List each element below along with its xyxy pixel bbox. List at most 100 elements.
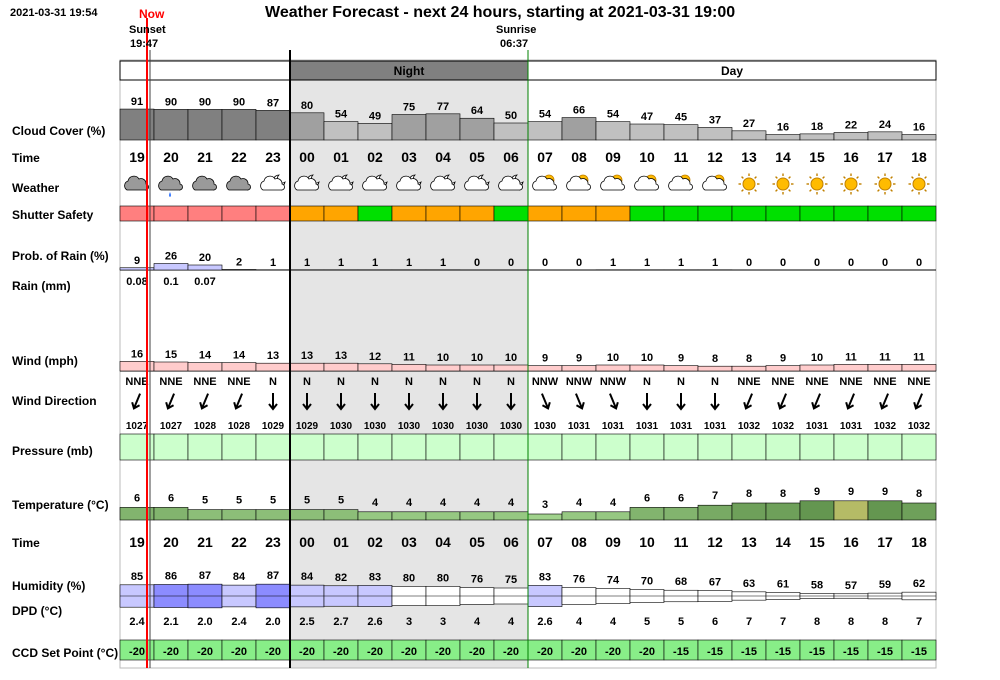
sunset-time: 19:47 [130, 38, 159, 50]
wind-direction-label: N [643, 376, 651, 388]
wind-direction-label: N [439, 376, 447, 388]
temperature-value: 9 [882, 486, 888, 498]
ccd-set-point-value: -15 [843, 646, 859, 658]
wind-arrow-icon [676, 393, 686, 411]
sun-ray [809, 176, 812, 179]
pressure-value: 1030 [398, 421, 421, 432]
time-label-2: 19 [129, 534, 145, 550]
time-label: 21 [197, 149, 213, 165]
cloud-cover-value: 50 [505, 110, 517, 122]
time-label: 08 [571, 149, 587, 165]
cloud-cover-value: 45 [675, 112, 687, 124]
sunset-label: Sunset [129, 24, 166, 36]
wind-value: 15 [165, 349, 177, 361]
dpd-value: 2.1 [163, 616, 178, 628]
sun-ray [788, 189, 791, 192]
wind-value: 11 [879, 351, 891, 363]
sun-icon [912, 177, 926, 191]
wind-arrow-icon [199, 393, 209, 410]
ccd-set-point-value: -20 [605, 646, 621, 658]
sun-cloud-icon [702, 175, 727, 191]
prob-rain-value: 1 [610, 257, 616, 269]
wind-arrow-path [913, 393, 923, 410]
temperature-bar [799, 500, 835, 521]
prob-rain-bar [153, 263, 189, 271]
sun-icon [844, 177, 858, 191]
wind-direction-label: NNW [532, 376, 559, 388]
cloud-cover-value: 37 [709, 114, 721, 126]
pressure-bar [867, 433, 903, 461]
temperature-bar [901, 502, 937, 521]
pressure-bar [289, 433, 325, 461]
temperature-bar [629, 507, 665, 521]
humidity-value: 74 [607, 574, 620, 586]
shutter-safety-cell [459, 205, 495, 222]
temperature-value: 7 [712, 490, 718, 502]
cloud-cover-bar [119, 108, 155, 141]
cloud-cover-bar [221, 109, 257, 141]
pressure-bar [153, 433, 189, 461]
temperature-bar [391, 511, 427, 521]
prob-rain-value: 0 [814, 257, 820, 269]
pressure-value: 1030 [364, 421, 387, 432]
time-label-2: 15 [809, 534, 825, 550]
pressure-value: 1030 [534, 421, 557, 432]
wind-arrow-path [676, 393, 686, 411]
shutter-safety-cell [255, 205, 291, 222]
ccd-set-point-value: -20 [163, 646, 179, 658]
time-label: 22 [231, 149, 247, 165]
pressure-bar [731, 433, 767, 461]
wind-arrow-icon [438, 393, 448, 411]
sun-cloud-icon [668, 175, 693, 191]
label-humidity: Humidity (%) [12, 579, 86, 593]
shutter-safety-cell [391, 205, 427, 222]
temperature-value: 5 [338, 495, 344, 507]
wind-bar [255, 362, 291, 372]
dpd-value: 5 [644, 616, 650, 628]
pressure-value: 1028 [228, 421, 251, 432]
dpd-value: 6 [712, 616, 718, 628]
wind-direction-label: N [473, 376, 481, 388]
wind-arrow-icon [845, 393, 855, 410]
wind-arrow-path [233, 393, 243, 410]
wind-direction-label: NNE [227, 376, 250, 388]
time-label-2: 21 [197, 534, 213, 550]
prob-rain-value: 0 [916, 257, 922, 269]
dpd-value: 4 [576, 616, 583, 628]
timestamp: 2021-03-31 19:54 [10, 7, 98, 19]
pressure-value: 1031 [636, 421, 659, 432]
time-label: 05 [469, 149, 485, 165]
shutter-safety-cell [187, 205, 223, 222]
time-label-2: 20 [163, 534, 179, 550]
label-dpd: DPD (°C) [12, 604, 63, 618]
cloud-cover-bar [901, 134, 937, 141]
pressure-bar [833, 433, 869, 461]
pressure-bar [629, 433, 665, 461]
temperature-bar [765, 502, 801, 521]
humidity-value: 67 [709, 577, 721, 589]
wind-value: 11 [403, 351, 415, 363]
cloud-cover-value: 64 [471, 105, 484, 117]
temperature-bar [663, 507, 699, 521]
label-cloud-cover: Cloud Cover (%) [12, 124, 106, 138]
time-label-2: 00 [299, 534, 315, 550]
pressure-bar [527, 433, 563, 461]
ccd-set-point-value: -15 [877, 646, 893, 658]
wind-direction-label: NNE [873, 376, 896, 388]
sun-ray [924, 176, 927, 179]
wind-bar [119, 361, 155, 372]
ccd-set-point-value: -15 [809, 646, 825, 658]
pressure-value: 1030 [330, 421, 353, 432]
temperature-value: 4 [576, 497, 583, 509]
shutter-safety-cell [357, 205, 393, 222]
moon-cloud-icon [328, 175, 353, 191]
wind-arrow-path [472, 393, 482, 411]
humidity-value: 76 [471, 574, 483, 586]
pressure-value: 1029 [262, 421, 285, 432]
pressure-bar [357, 433, 393, 461]
wind-value: 10 [607, 352, 619, 364]
temperature-bar [289, 509, 325, 521]
time-label-2: 06 [503, 534, 519, 550]
cloud-cover-value: 66 [573, 105, 585, 117]
humidity-value: 68 [675, 576, 687, 588]
